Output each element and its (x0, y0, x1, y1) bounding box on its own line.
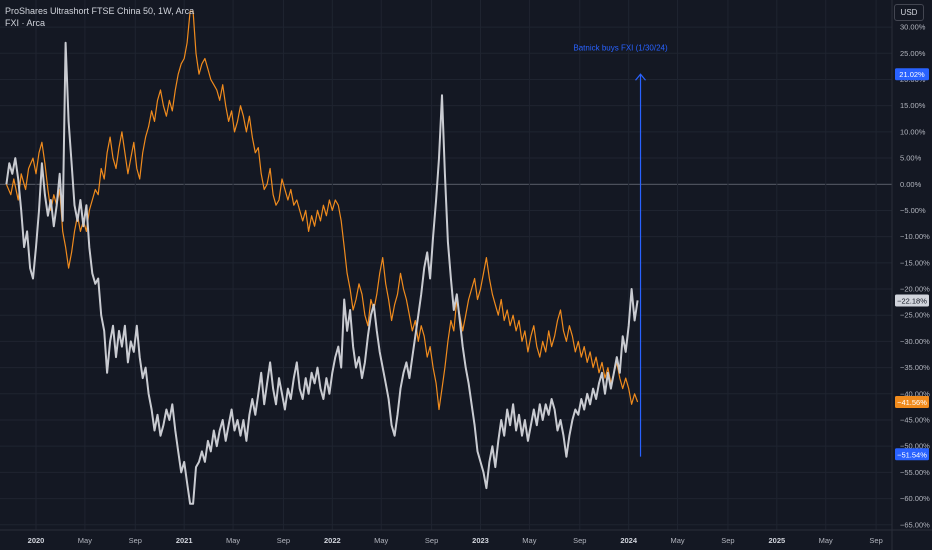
y-tick-label: −25.00% (900, 311, 930, 320)
x-tick-label: Sep (573, 536, 586, 545)
y-tick-label: −30.00% (900, 337, 930, 346)
y-tick-label: −20.00% (900, 285, 930, 294)
x-tick-label: May (78, 536, 92, 545)
x-tick-label: Sep (277, 536, 290, 545)
x-tick-label: May (374, 536, 388, 545)
annotation-top-tag-bg (895, 68, 929, 81)
legend-compare-symbol[interactable]: FXI · Arca (5, 18, 46, 28)
legend-symbol-title[interactable]: ProShares Ultrashort FTSE China 50, 1W, … (5, 6, 195, 16)
series-line-fxp (5, 41, 639, 505)
annotation-bottom-tag-bg (895, 448, 929, 461)
annotation-bottom-tag: −51.54% (897, 450, 927, 459)
x-tick-label: 2020 (28, 536, 45, 545)
x-tick-label: Sep (721, 536, 734, 545)
price-tags: 21.02% −51.54% −22.18% −41.56% (895, 68, 929, 461)
annotation-layer: Batnick buys FXI (1/30/24) (573, 44, 668, 457)
y-tick-label: −10.00% (900, 232, 930, 241)
fxi-last-value-tag: −41.56% (897, 398, 927, 407)
series-line-fxi (5, 10, 639, 411)
fxi-last-value-tag-bg (895, 395, 929, 408)
y-tick-label: −40.00% (900, 389, 930, 398)
x-tick-label: May (670, 536, 684, 545)
y-tick-label: −15.00% (900, 258, 930, 267)
series-layer (5, 10, 639, 505)
x-tick-label: 2025 (768, 536, 785, 545)
x-tick-label: 2023 (472, 536, 489, 545)
y-tick-label: −55.00% (900, 468, 930, 477)
annotation-top-tag: 21.02% (899, 70, 925, 79)
x-tick-label: 2022 (324, 536, 341, 545)
fxp-last-value-tag: −22.18% (897, 296, 927, 305)
x-axis[interactable]: 2020 May Sep 2021 May Sep 2022 May Sep 2023 May Sep… (28, 536, 883, 545)
x-tick-label: May (522, 536, 536, 545)
x-tick-label: Sep (425, 536, 438, 545)
fxp-last-value-tag-bg (895, 294, 929, 307)
y-tick-label: 5.00% (900, 154, 922, 163)
x-tick-label: 2021 (176, 536, 193, 545)
y-tick-label: −5.00% (900, 206, 926, 215)
x-tick-label: Sep (129, 536, 142, 545)
chart-legend: ProShares Ultrashort FTSE China 50, 1W, … (5, 5, 194, 29)
annotation-label: Batnick buys FXI (1/30/24) (573, 44, 668, 53)
y-tick-label: 10.00% (900, 127, 926, 136)
y-tick-label: −50.00% (900, 442, 930, 451)
y-tick-label: −35.00% (900, 363, 930, 372)
y-tick-label: 0.00% (900, 180, 922, 189)
currency-button[interactable]: USD (894, 4, 924, 21)
x-tick-label: 2024 (620, 536, 638, 545)
x-tick-label: Sep (869, 536, 882, 545)
x-tick-label: May (819, 536, 833, 545)
y-tick-label: 15.00% (900, 101, 926, 110)
x-tick-label: May (226, 536, 240, 545)
y-tick-label: 25.00% (900, 49, 926, 58)
y-tick-label: 30.00% (900, 23, 926, 32)
y-tick-label: −65.00% (900, 520, 930, 529)
annotation-arrow-head (635, 73, 646, 81)
y-tick-label: −60.00% (900, 494, 930, 503)
y-tick-label: −45.00% (900, 415, 930, 424)
